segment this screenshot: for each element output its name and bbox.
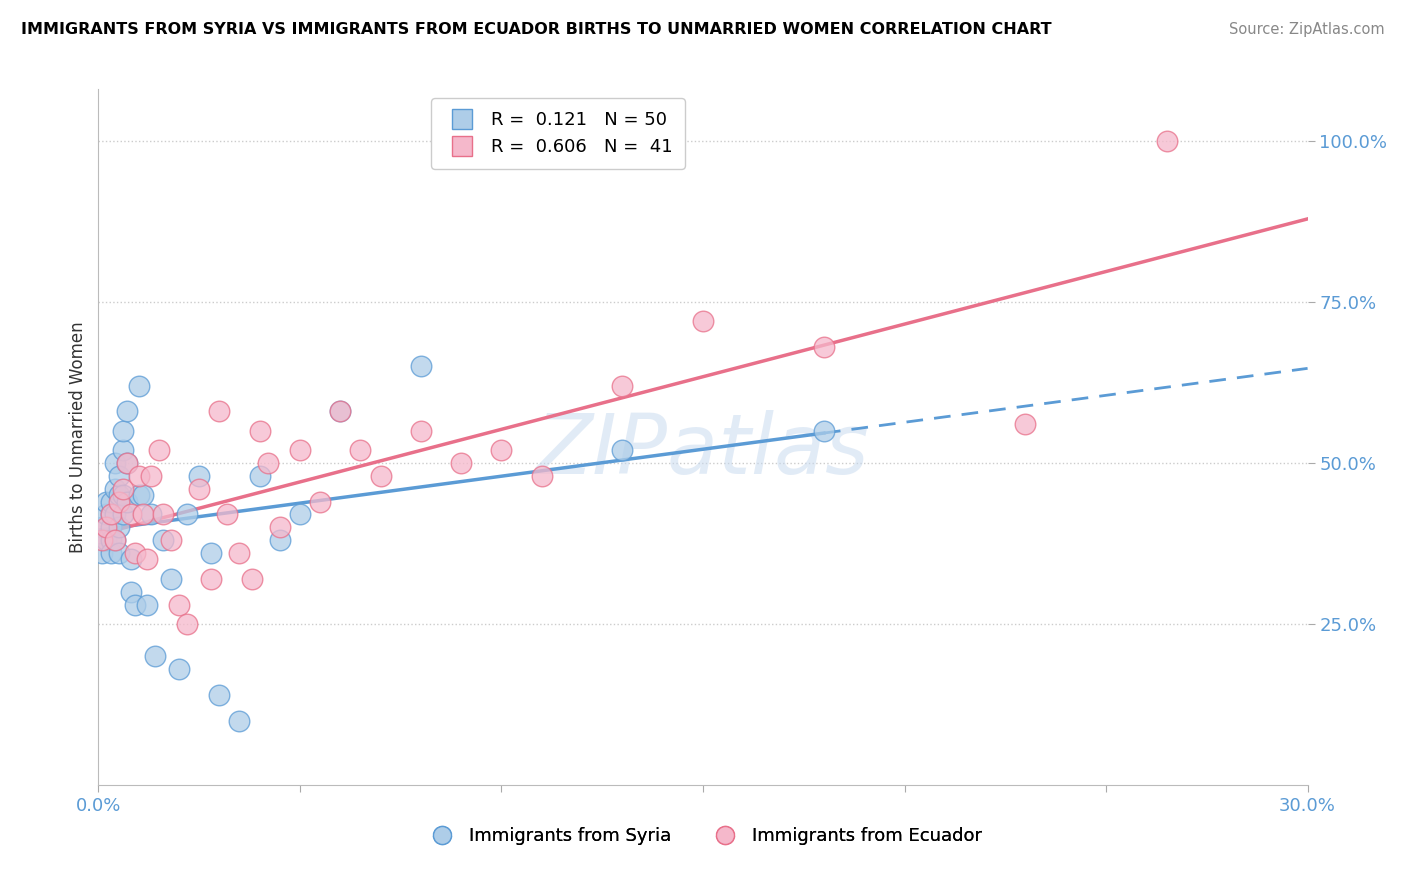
Point <box>139 468 162 483</box>
Point <box>100 546 122 560</box>
Point <box>813 424 835 438</box>
Point <box>115 494 138 508</box>
Point <box>132 488 155 502</box>
Text: ZIPatlas: ZIPatlas <box>536 410 870 491</box>
Point <box>160 572 183 586</box>
Point <box>111 508 134 522</box>
Legend: Immigrants from Syria, Immigrants from Ecuador: Immigrants from Syria, Immigrants from E… <box>416 820 990 853</box>
Point <box>329 404 352 418</box>
Point <box>96 494 118 508</box>
Point <box>100 533 122 548</box>
Point <box>176 508 198 522</box>
Point <box>91 533 114 548</box>
Point <box>103 482 125 496</box>
Point <box>96 520 118 534</box>
Point <box>96 508 118 522</box>
Point <box>612 378 634 392</box>
Point <box>256 456 278 470</box>
Point <box>143 649 166 664</box>
Point <box>329 404 352 418</box>
Point <box>91 520 114 534</box>
Point <box>1014 417 1036 432</box>
Point <box>120 584 142 599</box>
Point <box>132 508 155 522</box>
Point <box>217 508 239 522</box>
Point <box>100 494 122 508</box>
Point <box>103 533 125 548</box>
Point <box>103 533 125 548</box>
Point <box>288 508 311 522</box>
Point <box>128 378 150 392</box>
Point <box>100 508 122 522</box>
Point <box>135 598 157 612</box>
Point <box>160 533 183 548</box>
Point <box>107 494 129 508</box>
Point <box>208 404 231 418</box>
Point <box>103 456 125 470</box>
Point <box>148 442 170 457</box>
Point <box>135 552 157 566</box>
Point <box>111 442 134 457</box>
Point <box>269 520 291 534</box>
Point <box>309 494 332 508</box>
Point <box>409 359 432 374</box>
Point <box>200 572 222 586</box>
Text: IMMIGRANTS FROM SYRIA VS IMMIGRANTS FROM ECUADOR BIRTHS TO UNMARRIED WOMEN CORRE: IMMIGRANTS FROM SYRIA VS IMMIGRANTS FROM… <box>21 22 1052 37</box>
Point <box>120 552 142 566</box>
Point <box>107 468 129 483</box>
Point <box>152 533 174 548</box>
Point <box>1156 134 1178 148</box>
Point <box>139 508 162 522</box>
Point <box>188 482 211 496</box>
Point <box>107 520 129 534</box>
Point <box>240 572 263 586</box>
Point <box>249 468 271 483</box>
Point <box>96 533 118 548</box>
Point <box>124 546 146 560</box>
Point <box>100 508 122 522</box>
Point <box>813 340 835 354</box>
Point <box>111 488 134 502</box>
Point <box>100 520 122 534</box>
Point <box>370 468 392 483</box>
Point <box>91 533 114 548</box>
Y-axis label: Births to Unmarried Women: Births to Unmarried Women <box>69 321 87 553</box>
Point <box>152 508 174 522</box>
Point <box>188 468 211 483</box>
Point <box>176 616 198 631</box>
Point <box>349 442 371 457</box>
Point <box>107 488 129 502</box>
Point <box>124 598 146 612</box>
Point <box>208 688 231 702</box>
Point <box>409 424 432 438</box>
Point <box>91 546 114 560</box>
Point <box>115 456 138 470</box>
Point <box>530 468 553 483</box>
Point <box>115 404 138 418</box>
Point <box>128 488 150 502</box>
Point <box>200 546 222 560</box>
Point <box>491 442 513 457</box>
Point <box>692 314 714 328</box>
Point <box>269 533 291 548</box>
Point <box>128 468 150 483</box>
Point <box>107 546 129 560</box>
Point <box>167 662 190 676</box>
Point <box>111 424 134 438</box>
Point <box>450 456 472 470</box>
Point <box>228 546 250 560</box>
Point <box>228 714 250 728</box>
Point <box>111 482 134 496</box>
Point <box>167 598 190 612</box>
Point <box>120 508 142 522</box>
Point <box>103 508 125 522</box>
Text: Source: ZipAtlas.com: Source: ZipAtlas.com <box>1229 22 1385 37</box>
Point <box>612 442 634 457</box>
Point <box>249 424 271 438</box>
Point <box>288 442 311 457</box>
Point <box>115 456 138 470</box>
